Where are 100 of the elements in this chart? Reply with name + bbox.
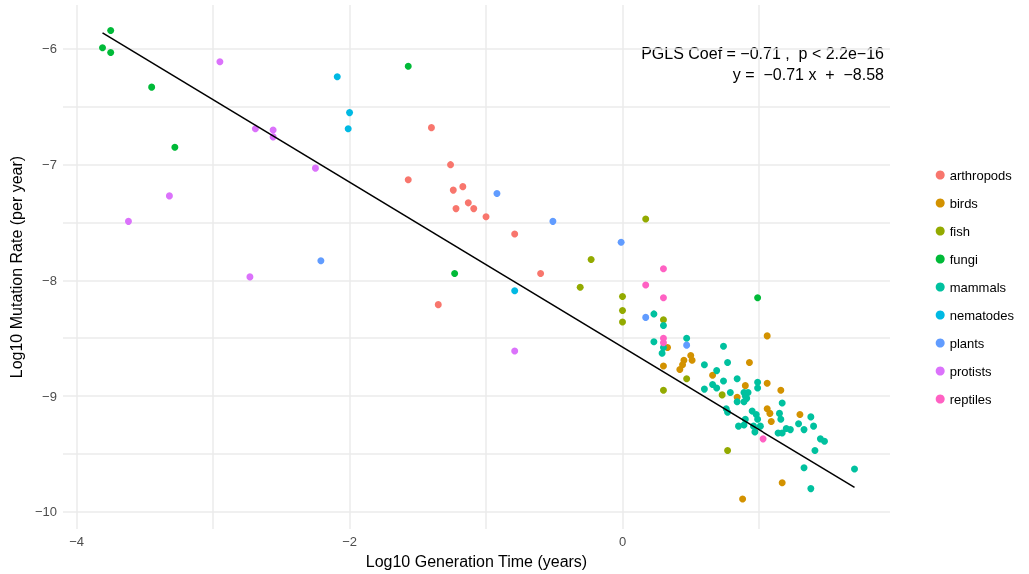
legend-label: arthropods [949, 167, 1013, 183]
legend-label: fish [949, 223, 970, 239]
point [171, 143, 179, 151]
point [759, 435, 767, 443]
point [642, 281, 650, 289]
legend-label: birds [949, 195, 979, 211]
point [650, 338, 658, 346]
point [549, 217, 557, 225]
point [800, 464, 808, 472]
point [767, 418, 775, 425]
point [99, 44, 107, 52]
point [587, 256, 595, 264]
point [700, 385, 708, 393]
point [216, 58, 224, 66]
point [511, 287, 519, 295]
point [676, 365, 684, 373]
point [650, 310, 658, 318]
point [659, 362, 667, 370]
point [724, 446, 732, 454]
point [344, 125, 352, 133]
y-axis-title: Log10 Mutation Rate (per year) [7, 155, 25, 379]
point [754, 415, 762, 423]
point [709, 371, 717, 379]
x-tick-label: −4 [69, 534, 85, 550]
point [688, 356, 696, 364]
point [537, 269, 545, 277]
point [763, 379, 771, 387]
point [107, 48, 115, 56]
point [777, 386, 785, 394]
point [683, 375, 691, 383]
point [807, 485, 815, 493]
point [617, 238, 625, 246]
y-tick-label: −10 [34, 504, 57, 520]
point [775, 409, 783, 417]
point [810, 422, 818, 430]
point [800, 426, 808, 434]
point [796, 411, 804, 419]
point [246, 273, 254, 281]
legend-label: nematodes [949, 307, 1015, 323]
point [720, 377, 727, 385]
point [619, 293, 627, 301]
point [511, 347, 519, 355]
point [724, 359, 732, 366]
point [741, 382, 749, 390]
point [148, 83, 156, 91]
point [165, 192, 173, 200]
point [659, 339, 667, 347]
point [745, 359, 753, 366]
point [782, 424, 790, 432]
legend-label: fungi [949, 251, 978, 267]
point [735, 422, 743, 430]
x-tick-label: −2 [342, 534, 357, 550]
point [449, 186, 457, 194]
point [427, 124, 435, 132]
point [576, 283, 584, 291]
point [713, 367, 721, 375]
y-tick-label: −9 [42, 388, 57, 404]
point [754, 384, 762, 392]
point [659, 316, 667, 324]
point [451, 269, 459, 277]
point [619, 318, 627, 326]
point [733, 398, 741, 406]
point [452, 205, 460, 213]
point [777, 415, 785, 423]
point [778, 399, 786, 407]
point [807, 413, 815, 421]
point [659, 386, 667, 394]
point [659, 265, 667, 273]
y-tick-label: −7 [42, 157, 57, 173]
point [619, 306, 627, 314]
annotation: PGLS Coef = −0.71 , p < 2.2e−16 [641, 44, 885, 62]
point [659, 321, 667, 329]
point [317, 257, 325, 265]
point [683, 334, 691, 342]
point [511, 230, 519, 238]
point [683, 341, 691, 349]
point [493, 190, 501, 198]
point [740, 398, 748, 406]
point [811, 446, 819, 454]
point [311, 164, 319, 172]
legend-label: plants [949, 335, 985, 351]
point [739, 495, 747, 503]
y-tick-label: −8 [42, 272, 57, 288]
point [482, 213, 490, 221]
point [766, 409, 774, 417]
point [733, 375, 741, 383]
point [754, 294, 762, 302]
legend-label: reptiles [949, 391, 993, 407]
point [751, 428, 759, 436]
annotation: y = −0.71 x + −8.58 [732, 65, 885, 83]
x-axis-title: Log10 Generation Time (years) [365, 552, 588, 570]
point [447, 161, 455, 169]
point [778, 479, 786, 487]
point [404, 62, 412, 70]
point [795, 420, 803, 428]
point [333, 73, 341, 81]
point [434, 301, 442, 309]
legend-label: protists [949, 363, 993, 379]
point [821, 437, 828, 445]
point [124, 217, 132, 225]
